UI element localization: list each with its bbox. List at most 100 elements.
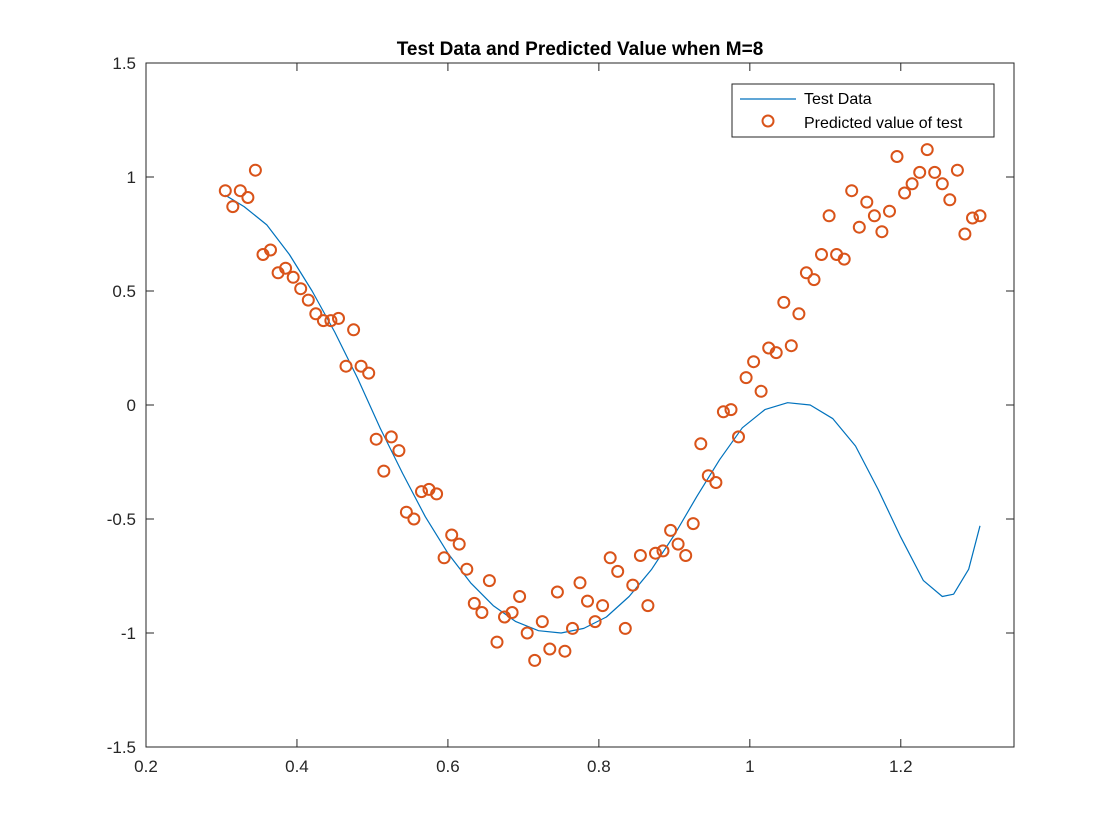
- data-point-predicted: [860, 195, 874, 209]
- data-point-predicted: [641, 599, 655, 613]
- plot-area: [146, 63, 1014, 747]
- x-tick-label: 0.2: [134, 757, 158, 776]
- data-point-predicted: [716, 405, 730, 419]
- y-tick-label: 1.5: [112, 54, 136, 73]
- y-tick-label: 0: [127, 396, 136, 415]
- data-point-predicted: [679, 549, 693, 562]
- series-line-test-data: [224, 194, 981, 634]
- data-point-predicted: [664, 523, 678, 537]
- data-point-predicted: [301, 293, 315, 307]
- data-point-predicted: [784, 339, 798, 353]
- data-point-predicted: [324, 314, 338, 328]
- data-point-predicted: [701, 469, 715, 483]
- data-point-predicted: [618, 621, 632, 635]
- data-point-predicted: [769, 346, 783, 360]
- data-point-predicted: [347, 323, 361, 337]
- data-point-predicted: [377, 464, 391, 478]
- data-point-predicted: [883, 204, 896, 218]
- data-point-predicted: [279, 261, 293, 275]
- data-point-predicted: [709, 476, 723, 489]
- data-point-predicted: [392, 444, 406, 458]
- data-point-predicted: [966, 211, 979, 225]
- data-point-predicted: [430, 487, 444, 501]
- data-point-predicted: [626, 578, 640, 592]
- data-point-predicted: [694, 437, 708, 451]
- data-point-predicted: [807, 273, 821, 287]
- data-point-predicted: [649, 546, 662, 560]
- data-point-predicted: [482, 574, 496, 588]
- data-point-predicted: [264, 243, 277, 257]
- data-point-predicted: [792, 307, 806, 321]
- legend: Test Data Predicted value of test: [731, 83, 995, 138]
- data-point-predicted: [581, 594, 594, 608]
- y-tick-label: -1: [121, 624, 136, 643]
- x-tick-label: 0.8: [587, 757, 611, 776]
- data-point-predicted: [845, 184, 859, 198]
- data-point-predicted: [852, 220, 866, 234]
- y-tick-label: 1: [127, 168, 136, 187]
- data-point-predicted: [332, 311, 345, 325]
- data-point-predicted: [973, 209, 987, 223]
- data-point-predicted: [739, 371, 753, 385]
- data-point-predicted: [890, 150, 904, 163]
- chart-title: Test Data and Predicted Value when M=8: [397, 39, 764, 60]
- data-point-predicted: [573, 576, 587, 590]
- data-point-predicted: [248, 163, 262, 177]
- data-point-predicted: [309, 307, 323, 321]
- data-point-predicted: [566, 621, 579, 635]
- data-point-predicted: [596, 599, 610, 613]
- data-point-predicted: [437, 551, 451, 565]
- x-tick-label: 0.6: [436, 757, 460, 776]
- data-point-predicted: [362, 366, 376, 380]
- data-point-predicted: [671, 537, 685, 551]
- data-point-predicted: [950, 163, 964, 177]
- x-tick-label: 0.4: [285, 757, 309, 776]
- data-point-predicted: [943, 193, 957, 207]
- y-tick-label: 0.5: [112, 282, 136, 301]
- data-point-predicted: [799, 266, 813, 280]
- data-point-predicted: [233, 184, 247, 198]
- data-point-predicted: [724, 403, 738, 417]
- data-point-predicted: [445, 528, 459, 542]
- data-point-predicted: [294, 282, 308, 296]
- data-point-predicted: [369, 432, 383, 446]
- data-point-predicted: [415, 485, 428, 499]
- data-point-predicted: [407, 512, 421, 526]
- data-point-predicted: [958, 227, 972, 241]
- data-point-predicted: [611, 564, 625, 578]
- legend-label-predicted: Predicted value of test: [804, 115, 963, 132]
- data-point-predicted: [543, 642, 557, 656]
- data-point-predicted: [475, 606, 489, 619]
- legend-label-test-data: Test Data: [804, 91, 872, 108]
- series-layer: [218, 143, 987, 667]
- data-point-predicted: [467, 596, 481, 610]
- data-point-predicted: [226, 200, 240, 214]
- data-point-predicted: [732, 430, 745, 444]
- y-tick-label: -0.5: [107, 510, 136, 529]
- data-point-predicted: [460, 562, 474, 576]
- data-point-predicted: [898, 186, 912, 200]
- data-point-predicted: [241, 191, 255, 204]
- data-point-predicted: [815, 248, 828, 261]
- data-point-predicted: [747, 355, 761, 369]
- data-point-predicted: [920, 143, 934, 157]
- data-point-predicted: [867, 209, 881, 223]
- data-point-predicted: [822, 209, 836, 223]
- data-point-predicted: [218, 184, 232, 198]
- data-point-predicted: [452, 537, 466, 551]
- data-point-predicted: [603, 551, 617, 565]
- data-point-predicted: [384, 430, 398, 444]
- data-point-predicted: [633, 549, 647, 562]
- data-point-predicted: [528, 653, 542, 667]
- data-point-predicted: [777, 295, 791, 309]
- x-tick-label: 1.2: [889, 757, 913, 776]
- data-point-predicted: [520, 626, 534, 640]
- data-point-predicted: [316, 314, 330, 328]
- data-point-predicted: [913, 165, 927, 179]
- data-point-predicted: [550, 585, 564, 599]
- data-point-predicted: [928, 165, 942, 179]
- y-tick-label: -1.5: [107, 738, 136, 757]
- data-point-predicted: [513, 590, 527, 603]
- data-point-predicted: [558, 644, 572, 658]
